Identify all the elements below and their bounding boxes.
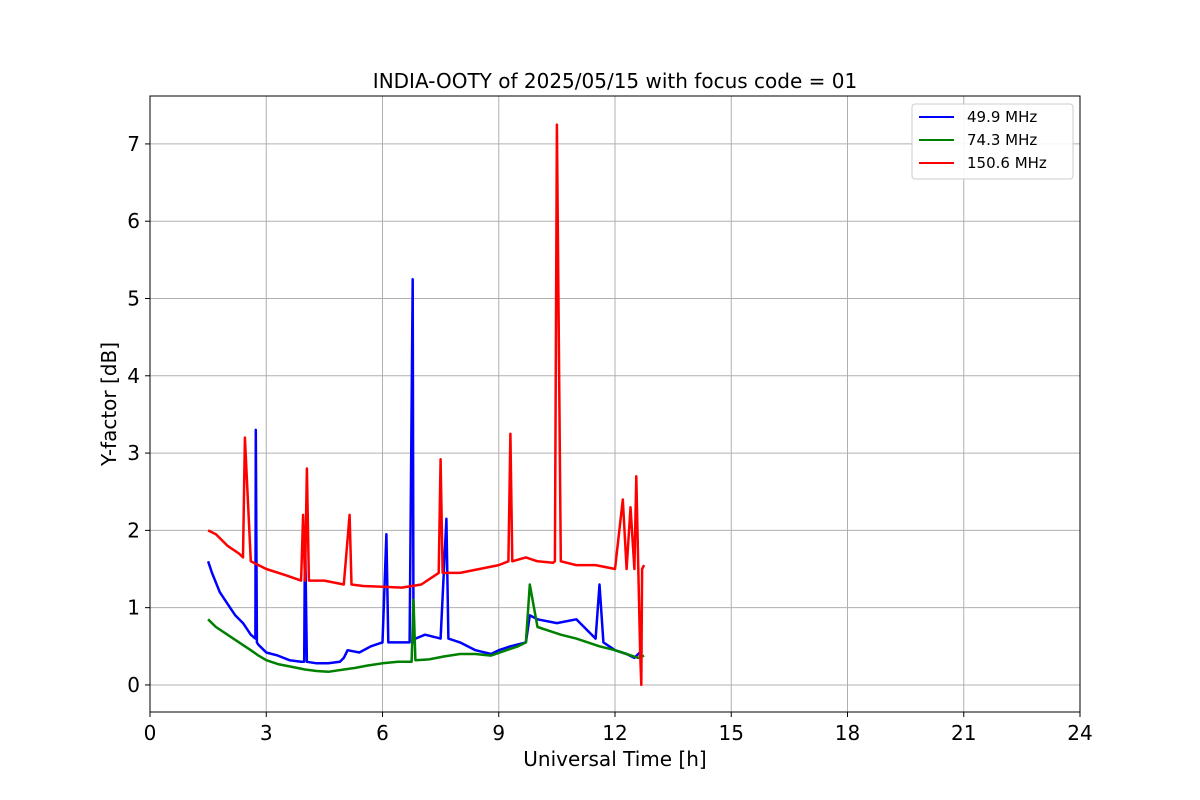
y-axis-label: Y-factor [dB] — [97, 342, 121, 467]
y-tick-label: 6 — [127, 209, 140, 233]
x-tick-label: 15 — [719, 721, 744, 745]
x-tick-label: 0 — [144, 721, 157, 745]
series-line-0 — [206, 277, 643, 665]
legend-entry-label: 49.9 MHz — [967, 108, 1037, 126]
y-axis-ticks: 0 1 2 3 4 5 6 7 — [127, 132, 150, 697]
x-tick-label: 12 — [602, 721, 627, 745]
plot-lines — [206, 123, 646, 687]
legend-entry-label: 150.6 MHz — [967, 154, 1047, 172]
chart-title: INDIA-OOTY of 2025/05/15 with focus code… — [373, 69, 857, 93]
y-tick-label: 1 — [127, 596, 140, 620]
x-tick-label: 6 — [376, 721, 389, 745]
legend: 49.9 MHz 74.3 MHz 150.6 MHz — [911, 103, 1074, 180]
legend-entry-label: 74.3 MHz — [967, 131, 1037, 149]
legend-box — [911, 103, 1074, 180]
series-line-1 — [207, 583, 645, 674]
y-tick-label: 2 — [127, 518, 140, 542]
x-tick-label: 9 — [492, 721, 505, 745]
y-tick-label: 0 — [127, 673, 140, 697]
x-axis-ticks: 0 3 6 9 12 15 18 21 24 — [144, 712, 1093, 745]
x-tick-label: 3 — [260, 721, 273, 745]
y-tick-label: 7 — [127, 132, 140, 156]
x-tick-label: 18 — [835, 721, 860, 745]
y-tick-label: 3 — [127, 441, 140, 465]
y-tick-label: 5 — [127, 286, 140, 310]
x-axis-label: Universal Time [h] — [523, 747, 706, 771]
x-tick-label: 24 — [1067, 721, 1092, 745]
series-line-2 — [207, 123, 646, 687]
x-tick-label: 21 — [951, 721, 976, 745]
y-tick-label: 4 — [127, 364, 140, 388]
